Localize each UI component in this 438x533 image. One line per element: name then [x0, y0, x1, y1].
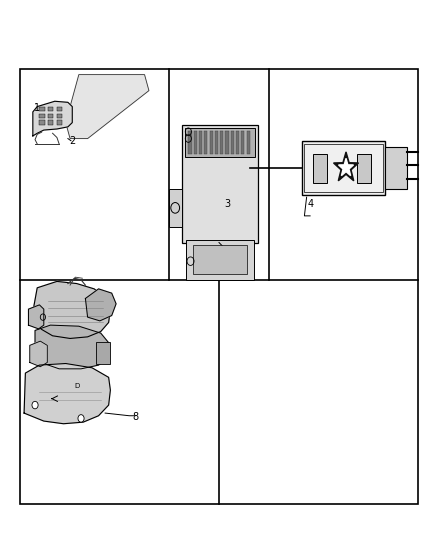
Bar [188, 131, 191, 154]
Bar [313, 154, 327, 183]
Polygon shape [333, 152, 359, 181]
Bar [169, 189, 182, 227]
Bar [194, 131, 197, 154]
Polygon shape [35, 325, 110, 369]
Polygon shape [24, 364, 110, 424]
Text: 1: 1 [34, 103, 40, 112]
Bar [57, 114, 62, 118]
Bar [226, 131, 229, 154]
Bar [215, 131, 218, 154]
Bar [304, 144, 383, 192]
Bar [57, 120, 62, 125]
Polygon shape [33, 101, 72, 136]
Polygon shape [28, 305, 44, 329]
Bar [193, 245, 247, 274]
Bar [48, 114, 53, 118]
Bar [39, 120, 45, 125]
Text: D: D [74, 383, 79, 390]
Polygon shape [339, 158, 353, 176]
Bar [39, 114, 45, 118]
Polygon shape [30, 341, 47, 367]
Text: 2: 2 [69, 136, 75, 146]
Bar [186, 240, 254, 280]
Bar [185, 128, 255, 157]
Polygon shape [33, 281, 110, 338]
Bar [48, 107, 53, 111]
Bar [241, 131, 244, 154]
Bar [247, 131, 250, 154]
Bar [199, 131, 202, 154]
Text: 8: 8 [133, 412, 139, 422]
Bar [220, 131, 223, 154]
Bar [48, 120, 53, 125]
Bar [385, 147, 407, 189]
Bar [57, 107, 62, 111]
Text: 4: 4 [308, 199, 314, 208]
Circle shape [78, 415, 84, 422]
Bar [20, 69, 418, 504]
Bar [204, 131, 208, 154]
Bar [209, 131, 213, 154]
Circle shape [32, 401, 38, 409]
Bar [302, 141, 385, 195]
Bar [236, 131, 239, 154]
Bar [182, 125, 258, 243]
Bar [357, 154, 371, 183]
Polygon shape [85, 289, 116, 321]
Bar [96, 342, 110, 364]
Bar [39, 107, 45, 111]
Bar [231, 131, 234, 154]
Text: 3: 3 [225, 199, 231, 209]
Polygon shape [66, 75, 149, 139]
